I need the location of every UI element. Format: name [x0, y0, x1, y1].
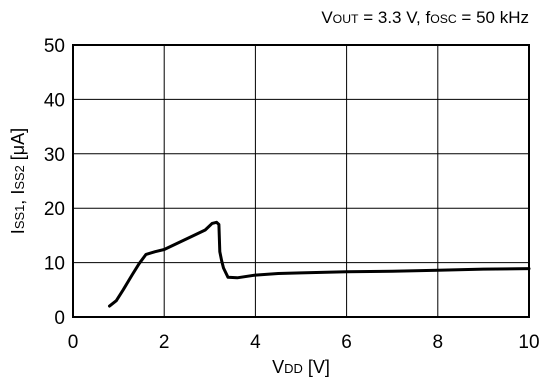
chart-subtitle: VOUT = 3.3 V, fOSC = 50 kHz: [321, 8, 529, 27]
x-tick-label: 4: [250, 332, 261, 353]
grid: [73, 45, 529, 317]
y-tick-label: 10: [44, 254, 65, 275]
x-tick-label: 0: [68, 332, 79, 353]
x-tick-labels: 0 2 4 6 8 10: [68, 332, 540, 353]
plot-frame: [72, 44, 530, 318]
y-tick-label: 50: [44, 36, 65, 57]
x-tick-label: 10: [518, 332, 539, 353]
y-tick-label: 20: [44, 199, 65, 220]
series-line: [108, 220, 531, 308]
x-tick-label: 8: [433, 332, 444, 353]
y-tick-label: 0: [54, 308, 65, 329]
y-axis-label: ISS1, ISS2 [μA]: [8, 128, 28, 234]
y-tick-label: 40: [44, 90, 65, 111]
x-axis-label: VDD [V]: [272, 357, 330, 377]
y-tick-labels: 0 10 20 30 40 50: [44, 36, 65, 329]
x-tick-label: 6: [341, 332, 352, 353]
y-tick-label: 30: [44, 145, 65, 166]
x-tick-label: 2: [159, 332, 170, 353]
